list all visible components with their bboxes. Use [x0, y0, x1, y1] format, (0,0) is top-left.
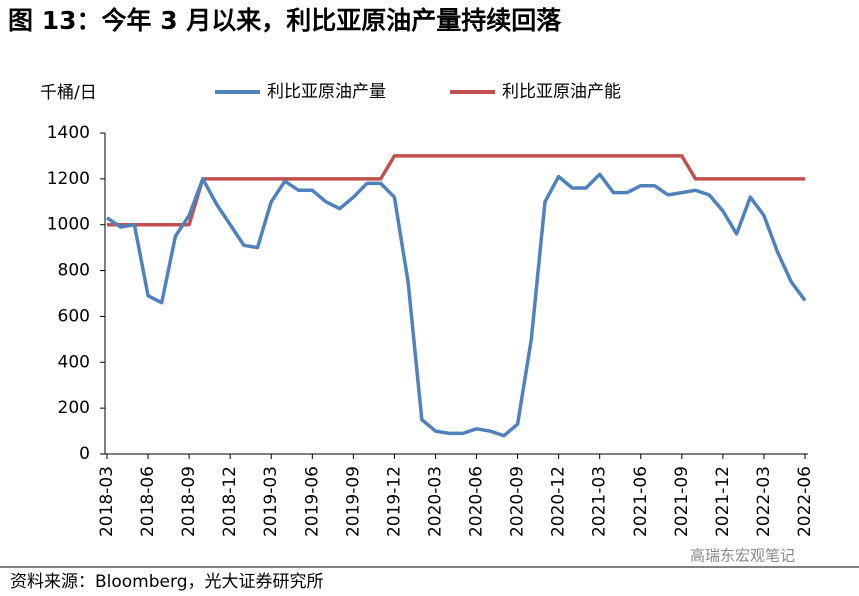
legend-label: 利比亚原油产能 — [502, 82, 621, 102]
y-tick-label: 400 — [58, 352, 90, 372]
y-tick-label: 1200 — [47, 169, 90, 189]
x-tick-label: 2020-12 — [549, 466, 569, 537]
x-tick-label: 2018-12 — [220, 466, 240, 537]
x-tick-label: 2022-03 — [754, 466, 774, 537]
y-axis-label: 千桶/日 — [40, 83, 97, 103]
x-tick-label: 2020-09 — [508, 466, 528, 537]
y-tick-label: 1400 — [47, 123, 90, 143]
x-tick-label: 2020-06 — [467, 466, 487, 537]
watermark: 高瑞东宏观笔记 — [690, 547, 795, 565]
source: 资料来源：Bloomberg，光大证券研究所 — [10, 572, 323, 592]
x-tick-label: 2022-06 — [795, 466, 815, 537]
y-tick-label: 600 — [58, 306, 90, 326]
x-tick-label: 2019-03 — [261, 466, 281, 537]
x-tick-label: 2021-09 — [672, 466, 692, 537]
legend-label: 利比亚原油产量 — [267, 82, 386, 102]
y-tick-label: 0 — [79, 444, 90, 464]
line-series — [106, 172, 807, 438]
x-tick-label: 2021-06 — [631, 466, 651, 537]
x-tick-label: 2021-12 — [713, 466, 733, 537]
x-tick-label: 2018-06 — [138, 466, 158, 537]
x-tick-label: 2019-09 — [343, 466, 363, 537]
x-tick-label: 2018-09 — [179, 466, 199, 537]
x-tick-label: 2019-12 — [384, 466, 404, 537]
y-tick-label: 800 — [58, 261, 90, 281]
x-tick-label: 2021-03 — [590, 466, 610, 537]
y-tick-label: 200 — [58, 398, 90, 418]
x-tick-label: 2018-03 — [97, 466, 117, 537]
x-tick-label: 2019-06 — [302, 466, 322, 537]
y-tick-label: 1000 — [47, 215, 90, 235]
chart-title: 图 13：今年 3 月以来，利比亚原油产量持续回落 — [8, 6, 562, 35]
line-series — [107, 154, 805, 227]
x-tick-label: 2020-03 — [425, 466, 445, 537]
